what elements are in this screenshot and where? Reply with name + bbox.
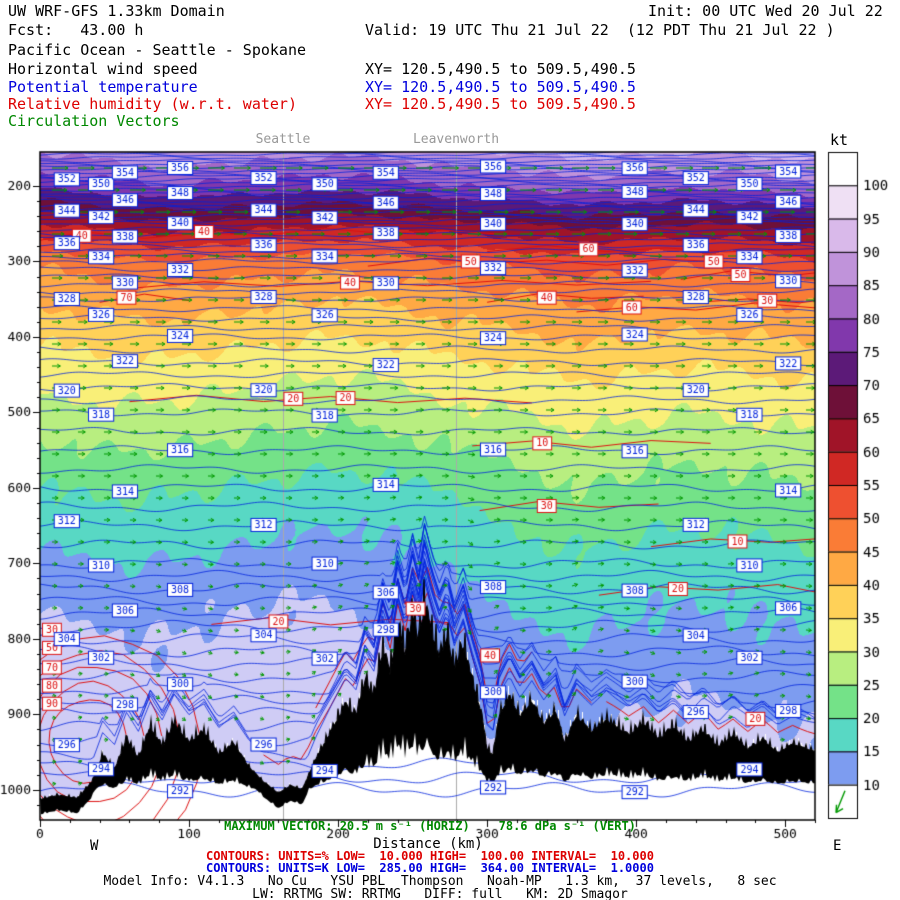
model-info: Model Info: V4.1.3 No Cu YSU PBL Thompso… (103, 874, 777, 889)
rh-contour-info: CONTOURS: UNITS=% LOW= 10.000 HIGH= 100.… (206, 849, 654, 863)
city-label-leavenworth: Leavenworth (412, 132, 500, 147)
field-rh-label: Relative humidity (w.r.t. water) (8, 95, 297, 113)
field-wind-xy: XY= 120.5,490.5 to 509.5,490.5 (365, 60, 636, 78)
init-time: Init: 00 UTC Wed 20 Jul 22 (648, 2, 883, 20)
cross-section-route: Pacific Ocean - Seattle - Spokane (8, 41, 307, 59)
physics-info: LW: RRTMG SW: RRTMG DIFF: full KM: 2D Sm… (252, 887, 628, 900)
field-theta-xy: XY= 120.5,490.5 to 509.5,490.5 (365, 78, 636, 96)
x-axis-label: Distance (km) (373, 836, 483, 852)
title-domain: UW WRF-GFS 1.33km Domain (8, 2, 225, 20)
theta-contour-info: CONTOURS: UNITS=K LOW= 285.00 HIGH= 364.… (206, 861, 654, 875)
field-wind-label: Horizontal wind speed (8, 60, 198, 78)
max-vector-note: MAXIMUM VECTOR: 20.5 m s⁻¹ (HORIZ) 78.6 … (224, 819, 636, 833)
west-end-label: W (90, 838, 99, 854)
colorbar-unit-label: kt (830, 131, 849, 149)
east-end-label: E (833, 838, 842, 854)
field-rh-xy: XY= 120.5,490.5 to 509.5,490.5 (365, 95, 636, 113)
field-theta-label: Potential temperature (8, 78, 198, 96)
field-vectors-label: Circulation Vectors (8, 112, 180, 130)
valid-time: Valid: 19 UTC Thu 21 Jul 22 (12 PDT Thu … (365, 21, 835, 39)
forecast-hour: Fcst: 43.00 h (8, 21, 144, 39)
city-label-seattle: Seattle (255, 132, 311, 147)
